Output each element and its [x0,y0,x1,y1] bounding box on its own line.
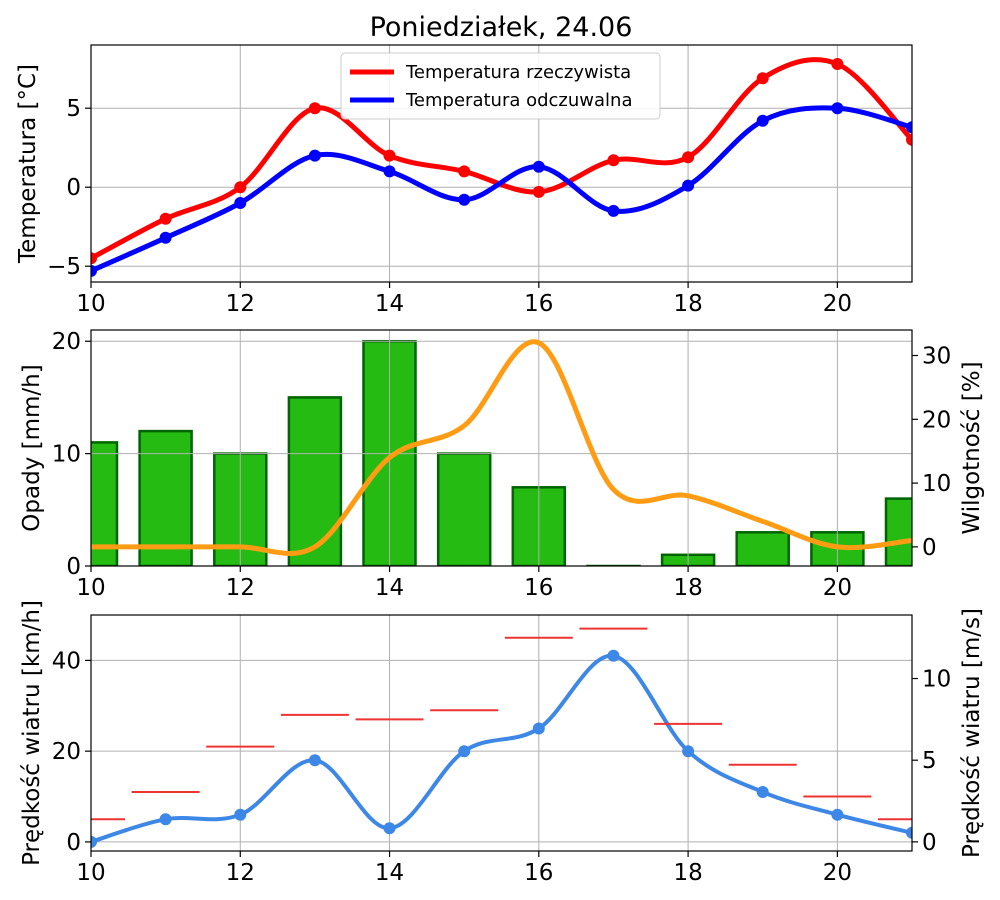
y-right-axis-label: Wilgotność [%] [959,361,985,534]
x-tick-label: 20 [823,860,852,886]
legend-box [340,52,661,120]
x-tick-label: 20 [823,291,852,317]
wind-speed-line [91,653,912,844]
x-tick-label: 14 [375,575,404,601]
actual-temperature-point [532,185,545,198]
axes-frame [90,329,913,567]
actual-temperature-point [831,58,844,70]
x-tick-label: 14 [375,860,404,886]
actual-temperature-line [91,57,912,261]
temperature-panel: 10 12 14 16 18 20 −5 0 5 Temperatura [°C] Temperat… [15,44,913,317]
wind-speed-point [756,786,769,798]
y-tick-label: 0 [66,830,81,856]
x-tick-label: 16 [524,860,553,886]
y-right-tick-label: 10 [922,667,951,693]
actual-temperature-point [906,133,912,146]
x-tick-label: 20 [823,575,852,601]
wind-speed-point [532,722,545,735]
feels-like-temperature-point [906,121,912,134]
feels-like-temperature-point [91,264,97,277]
y-right-tick-label: 30 [922,344,951,370]
y-right-axis-label: Prędkość wiatru [m/s] [959,608,985,858]
precipitation-bar [436,452,492,566]
y-right-tick-label: 20 [922,407,951,433]
precipitation-bar [884,497,912,566]
y-tick-label: −5 [47,254,81,280]
x-tick-label: 16 [524,291,553,317]
actual-temperature-point [682,151,695,164]
humidity-line [91,339,912,556]
x-tick-label: 10 [76,291,105,317]
feels-like-temperature-point [458,193,471,206]
feels-like-temperature-point [756,114,769,127]
y-tick-label: 5 [66,96,81,122]
y-axis-label: Opady [mm/h] [19,364,45,531]
y-tick-label: 10 [52,442,81,468]
legend: Temperatura rzeczywista Temperatura odczu… [340,52,661,120]
plot-area [91,330,912,566]
y-tick-label: 40 [52,648,81,674]
x-tick-label: 12 [226,575,255,601]
actual-temperature-point [159,212,172,225]
feels-like-temperature-point [682,179,695,192]
y-axis-label: Prędkość wiatru [km/h] [19,600,45,866]
wind-speed-point [91,835,97,848]
feels-like-temperature-point [234,197,247,209]
axes-frame [90,44,913,283]
y-tick-label: 0 [66,554,81,580]
actual-temperature-point [756,72,769,85]
x-tick-label: 14 [375,291,404,317]
y-right-tick-label: 5 [922,748,937,774]
actual-temperature-point [234,181,247,194]
axes-frame [90,614,913,852]
y-right-tick-label: 0 [922,830,937,856]
y-right-tick-label: 10 [922,471,951,497]
wind-speed-point [308,754,321,767]
precipitation-bar [287,396,343,566]
y-tick-label: 20 [52,329,81,355]
wind-speed-point [383,822,396,835]
y-tick-label: 0 [66,175,81,201]
feels-like-temperature-point [532,160,545,173]
x-tick-label: 10 [76,575,105,601]
actual-temperature-point [308,102,321,115]
figure-title: Poniedziałek, 24.06 [370,12,633,43]
x-tick-label: 12 [226,291,255,317]
wind-speed-point [906,826,912,839]
wind-speed-point [831,808,844,821]
legend-label: Temperatura rzeczywista [405,62,631,83]
wind-speed-point [458,745,471,758]
wind-speed-point [682,745,695,758]
x-tick-label: 12 [226,860,255,886]
actual-temperature-point [607,154,620,167]
feels-like-temperature-point [831,102,844,115]
wind-speed-point [159,813,172,826]
legend-label: Temperatura odczuwalna [405,90,632,111]
feels-like-temperature-point [383,165,396,178]
feels-like-temperature-line [91,105,912,274]
wind-speed-point [234,808,247,821]
x-tick-label: 16 [524,575,553,601]
y-tick-label: 20 [52,739,81,765]
plot-area [91,45,912,282]
feels-like-temperature-point [607,204,620,217]
actual-temperature-point [383,149,396,162]
actual-temperature-point [458,165,471,178]
y-right-tick-label: 0 [922,535,937,561]
wind-speed-point [607,649,620,662]
precipitation-bar [735,531,790,566]
x-tick-label: 18 [673,575,702,601]
actual-temperature-point [91,252,97,265]
x-tick-label: 10 [76,860,105,886]
x-tick-label: 18 [673,860,702,886]
x-tick-label: 18 [673,291,702,317]
plot-area [91,615,912,851]
y-axis-label: Temperatura [°C] [15,64,41,264]
feels-like-temperature-point [159,231,172,244]
wind-speed-panel: 10 12 14 16 18 20 0 20 40 0 5 10 Prędkość wiatru [km… [19,600,985,886]
feels-like-temperature-point [308,149,321,162]
